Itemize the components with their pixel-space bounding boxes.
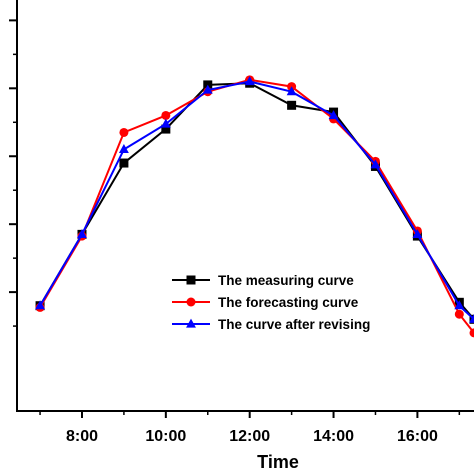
series-2: [35, 76, 474, 323]
series-2-point-8: [370, 159, 381, 169]
series-0-point-3: [161, 124, 171, 134]
x-tick-label-3: 14:00: [313, 428, 354, 445]
x-tick-label-4: 16:00: [397, 428, 438, 445]
series-2-point-9: [412, 228, 423, 238]
series-2-point-11: [469, 313, 474, 323]
series-2-point-6: [286, 86, 297, 96]
x-tick-label-1: 10:00: [145, 428, 186, 445]
legend-label-0: The measuring curve: [218, 273, 354, 288]
legend: The measuring curve The forecasting curve…: [172, 273, 370, 332]
series-2-point-3: [160, 118, 171, 128]
series-2-point-1: [77, 228, 87, 238]
legend-label-1: The forecasting curve: [218, 295, 359, 310]
series-2-point-4: [202, 84, 213, 94]
legend-marker-0: [186, 275, 196, 285]
series-line-2: [39, 80, 474, 321]
series-0-point-2: [119, 158, 129, 168]
x-tick-label-2: 12:00: [229, 428, 270, 445]
legend-marker-2: [186, 318, 196, 328]
series-0-point-6: [287, 100, 297, 110]
series-2-point-5: [244, 76, 255, 86]
x-tick-label-0: 8:00: [66, 428, 98, 445]
y-axis: [9, 0, 18, 411]
series-1-point-2: [119, 127, 129, 137]
series-2-point-0: [35, 300, 46, 310]
series-1-point-3: [161, 110, 171, 120]
series-1-point-11: [469, 328, 474, 338]
x-axis: 8:00 10:00 12:00 14:00 16:00: [16, 410, 474, 445]
series-2-point-7: [328, 110, 339, 120]
series-1-point-10: [454, 309, 464, 319]
series-layer: [35, 75, 474, 338]
series-2-point-10: [454, 300, 465, 310]
x-axis-title: Time: [257, 452, 299, 472]
series-2-point-2: [118, 144, 129, 154]
legend-label-2: The curve after revising: [218, 317, 370, 332]
legend-marker-1: [186, 297, 196, 307]
